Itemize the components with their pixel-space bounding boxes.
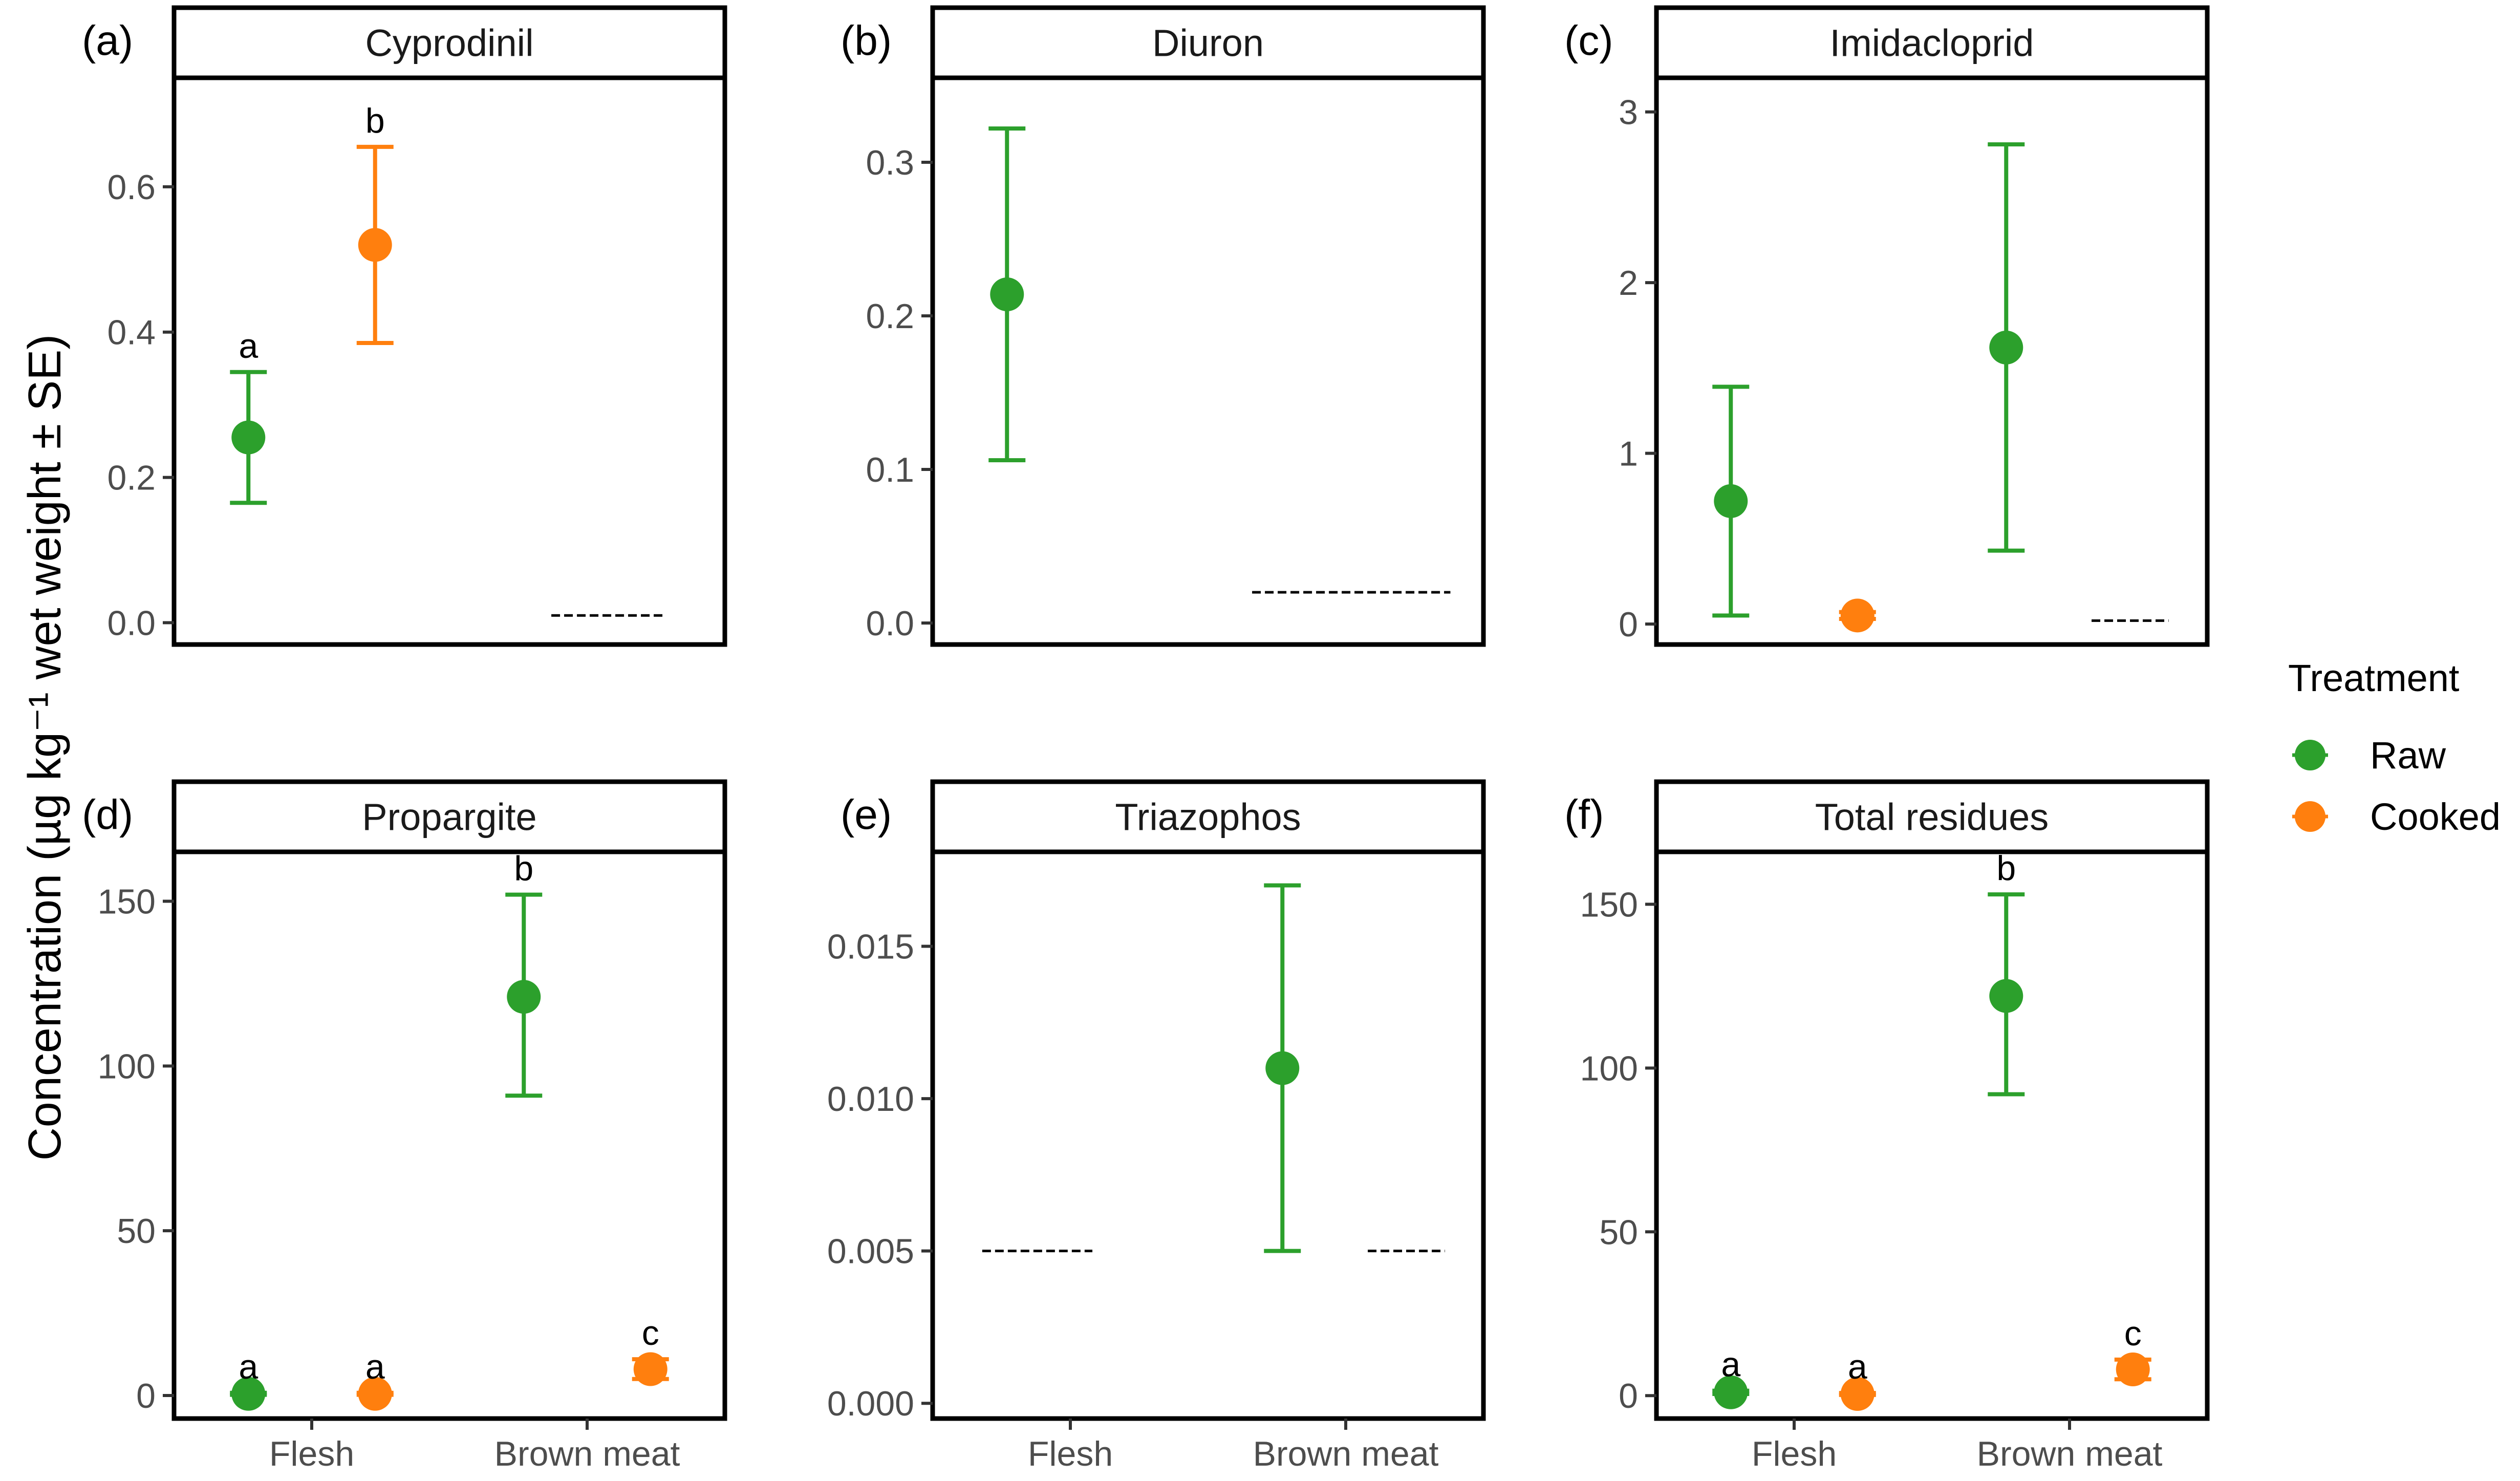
significance-label: b <box>1996 849 2016 888</box>
panel-5: Triazophos (e) 0.000 0.005 0.010 0.015 Flesh Br… <box>827 779 1486 1473</box>
panel-6: Total residues (f) 0 50 100 150 Flesh Brown mea… <box>1564 779 2210 1473</box>
panel-4: Propargite (d) 0 50 100 150 Flesh Brown meat a b a… <box>82 779 727 1473</box>
data-point-cooked <box>2116 1353 2150 1387</box>
panel-3: Imidacloprid (c) 0 1 2 3 <box>1564 5 2210 647</box>
legend-item-cooked: Cooked <box>2292 796 2501 838</box>
data-point-cooked <box>358 228 392 262</box>
y-tick-label: 0.4 <box>107 313 156 352</box>
y-tick-label: 0.010 <box>827 1080 914 1119</box>
panel-tag: (d) <box>82 791 133 838</box>
y-tick-label: 1 <box>1619 435 1638 474</box>
data-point-raw <box>231 420 266 455</box>
x-tick-label: Brown meat <box>1977 1434 2163 1473</box>
data-point-raw <box>1714 1375 1748 1409</box>
x-tick-label: Brown meat <box>1253 1434 1439 1473</box>
significance-label: b <box>514 849 533 888</box>
panel-title: Triazophos <box>1115 796 1301 839</box>
legend-cooked-marker <box>2295 801 2325 832</box>
y-axis-label: Concentration (µg kg⁻¹ wet weight ± SE) <box>19 334 71 1161</box>
y-tick-label: 0.005 <box>827 1232 914 1271</box>
panel-strip <box>930 5 1486 80</box>
plot-frame <box>930 75 1486 647</box>
y-tick-label: 0.2 <box>866 297 914 336</box>
panel-title: Total residues <box>1815 796 2049 839</box>
panel-title: Imidacloprid <box>1830 22 2034 65</box>
y-tick-label: 0.1 <box>866 450 914 489</box>
panel-2: Diuron (b) 0.0 0.1 0.2 0.3 <box>841 5 1486 647</box>
significance-label: b <box>365 101 385 140</box>
data-point-raw <box>1989 330 2023 364</box>
data-point-raw <box>231 1377 266 1411</box>
x-tick-label: Flesh <box>1028 1434 1113 1473</box>
y-tick-label: 0.000 <box>827 1384 914 1423</box>
data-point-raw <box>1714 484 1748 518</box>
panel-tag: (c) <box>1564 17 1613 64</box>
y-tick-label: 0.0 <box>107 604 156 642</box>
x-tick-label: Brown meat <box>494 1434 680 1473</box>
y-tick-label: 100 <box>98 1047 156 1086</box>
plot-frame <box>930 849 1486 1421</box>
panel-title: Diuron <box>1152 22 1264 65</box>
plot-frame <box>171 75 727 647</box>
legend-raw-marker <box>2295 740 2325 770</box>
panels: Cyprodinil(a)0.00.20.40.6abDiuron(b)0.00… <box>82 5 2210 1473</box>
data-point-cooked <box>633 1352 667 1386</box>
panel-tag: (a) <box>82 17 133 64</box>
y-tick-label: 0.0 <box>866 604 914 643</box>
significance-label: a <box>239 327 258 366</box>
y-tick-label: 0.3 <box>866 143 914 182</box>
y-tick-label: 2 <box>1619 264 1638 303</box>
legend-item-raw: Raw <box>2292 734 2446 777</box>
legend-cooked-label: Cooked <box>2370 796 2501 838</box>
plot-frame <box>1654 849 2210 1421</box>
significance-label: c <box>2124 1314 2142 1353</box>
plot-frame <box>171 849 727 1421</box>
data-point-cooked <box>1840 1377 1875 1411</box>
significance-label: a <box>1721 1345 1740 1384</box>
legend-raw-label: Raw <box>2370 734 2446 777</box>
y-tick-label: 3 <box>1619 93 1638 132</box>
plot-frame <box>1654 75 2210 647</box>
panel-strip <box>1654 779 2210 854</box>
panel-tag: (f) <box>1564 791 1604 838</box>
panel-tag: (b) <box>841 17 892 64</box>
y-tick-label: 0.2 <box>107 459 156 498</box>
significance-label: a <box>1848 1347 1867 1386</box>
x-tick-label: Flesh <box>1752 1434 1837 1473</box>
data-point-cooked <box>358 1377 392 1411</box>
data-point-raw <box>990 277 1024 311</box>
legend-title: Treatment <box>2288 657 2460 699</box>
panel-title: Propargite <box>362 796 536 839</box>
y-tick-label: 50 <box>117 1212 156 1251</box>
panel-strip <box>171 5 727 80</box>
y-tick-label: 0.6 <box>107 168 156 207</box>
panel-1: Cyprodinil (a) 0.0 0.2 0.4 0.6 a b <box>82 5 727 647</box>
data-point-raw <box>1265 1051 1300 1085</box>
y-tick-label: 0 <box>1619 1377 1638 1415</box>
significance-label: a <box>239 1347 258 1386</box>
y-tick-label: 150 <box>1580 885 1638 924</box>
x-tick-label: Flesh <box>269 1434 354 1473</box>
panel-title: Cyprodinil <box>365 22 533 65</box>
y-tick-label: 0 <box>1619 605 1638 644</box>
y-tick-label: 150 <box>98 883 156 921</box>
significance-label: a <box>365 1347 385 1386</box>
panel-strip <box>171 779 727 854</box>
y-tick-label: 0.015 <box>827 928 914 967</box>
data-point-cooked <box>1840 598 1875 633</box>
legend: Treatment Raw Cooked <box>2288 657 2501 838</box>
data-point-raw <box>507 980 541 1014</box>
y-tick-label: 100 <box>1580 1049 1638 1088</box>
y-tick-label: 50 <box>1599 1213 1638 1252</box>
data-point-raw <box>1989 979 2023 1013</box>
y-tick-label: 0 <box>136 1377 156 1415</box>
significance-label: c <box>642 1314 659 1353</box>
panel-tag: (e) <box>841 791 892 838</box>
